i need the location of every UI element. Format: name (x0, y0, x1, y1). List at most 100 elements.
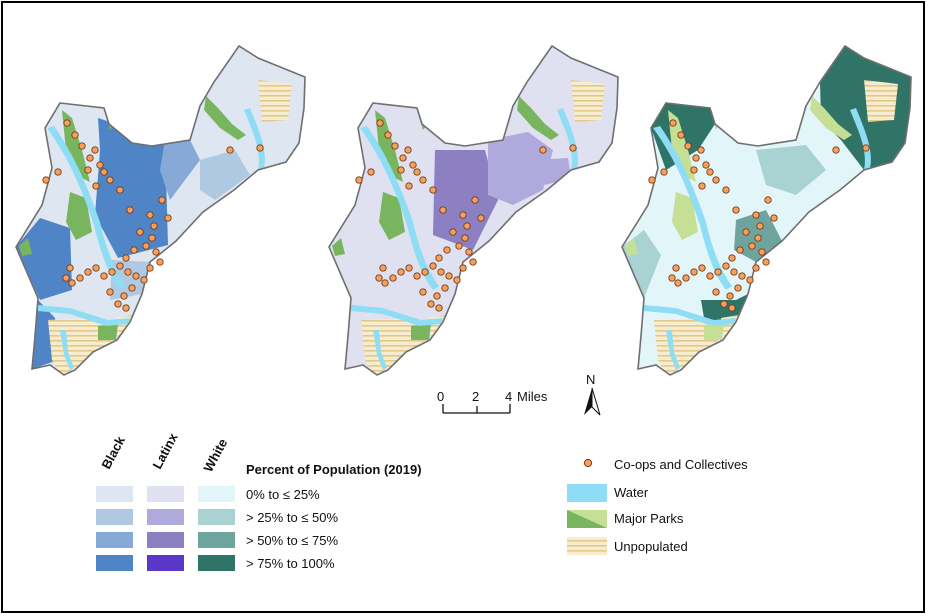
coop-point (742, 228, 750, 236)
coop-point (376, 119, 384, 127)
population-legend: Black Latinx White Percent of Population… (96, 430, 422, 571)
choropleth-area (433, 150, 498, 250)
legend-title: Percent of Population (2019) (246, 462, 422, 477)
north-arrow-icon: N (584, 372, 601, 416)
scale-unit: Miles (517, 389, 548, 404)
coop-point (164, 214, 172, 222)
legend-swatch-2-1 (147, 532, 184, 548)
coop-point (698, 264, 706, 272)
park-swatch-icon (567, 510, 607, 528)
park-area (810, 96, 852, 140)
scale-tick-4: 4 (505, 389, 512, 404)
coop-point (702, 161, 710, 169)
legend-col-latinx: Latinx (149, 430, 181, 472)
map-white-population (621, 45, 912, 376)
coop-point (539, 146, 547, 154)
coop-point (84, 268, 92, 276)
coop-point (712, 176, 720, 184)
coop-point (66, 264, 74, 272)
coop-point (78, 142, 86, 150)
river (47, 126, 126, 290)
coop-point (126, 206, 134, 214)
park-area (411, 324, 431, 340)
legend-swatch-3-0 (96, 555, 133, 571)
coop-point (770, 214, 778, 222)
legend-col-black: Black (98, 433, 128, 471)
coop-point (226, 146, 234, 154)
coop-point (435, 304, 443, 312)
coop-point (669, 119, 677, 127)
legend-class-label: 0% to ≤ 25% (246, 487, 320, 502)
coop-point (461, 234, 469, 242)
scale-tick-0: 0 (437, 389, 444, 404)
coop-point (399, 154, 407, 162)
coop-point (668, 274, 676, 282)
coop-point (429, 262, 437, 270)
coop-point (405, 264, 413, 272)
legend-swatch-1-2 (198, 509, 235, 525)
coop-point (86, 154, 94, 162)
coop-point (728, 304, 736, 312)
river (360, 126, 439, 290)
coop-point (136, 228, 144, 236)
coop-point (367, 168, 375, 176)
coop-point (477, 214, 485, 222)
coop-point (128, 284, 136, 292)
coop-point (148, 234, 156, 242)
coop-point (96, 161, 104, 169)
coop-point (862, 144, 870, 152)
park-area (672, 192, 698, 240)
coop-point (397, 166, 405, 174)
park-area (517, 96, 559, 140)
coop-point (469, 258, 477, 266)
choropleth-area (756, 145, 826, 195)
coop-point (734, 284, 742, 292)
river (351, 305, 443, 326)
river (653, 126, 732, 290)
point-icon (583, 458, 593, 468)
coop-point (433, 292, 441, 300)
coop-point (68, 279, 76, 287)
coop-point (706, 168, 714, 176)
coop-point (152, 248, 160, 256)
park-area (625, 238, 638, 256)
coop-point (146, 211, 154, 219)
coop-point (42, 176, 50, 184)
park-area (704, 324, 724, 340)
choropleth-area (488, 132, 553, 205)
park-area (375, 110, 403, 182)
coop-point (427, 300, 435, 308)
coop-point (413, 168, 421, 176)
park-area (332, 238, 345, 256)
coop-point (471, 196, 479, 204)
coop-point (146, 264, 154, 272)
coop-point (712, 288, 720, 296)
legend-parks-label: Major Parks (614, 511, 684, 526)
coop-point (375, 274, 383, 282)
north-label: N (586, 372, 595, 387)
coop-point (132, 272, 140, 280)
coop-point (762, 258, 770, 266)
coop-point (92, 264, 100, 272)
scale-tick-2: 2 (472, 389, 479, 404)
coop-point (738, 272, 746, 280)
legend-swatch-0-1 (147, 486, 184, 502)
coop-point (63, 119, 71, 127)
river (644, 305, 736, 326)
coop-point (445, 272, 453, 280)
coop-point (698, 182, 706, 190)
coop-point (726, 292, 734, 300)
scale-bar: 0 2 4 Miles (437, 389, 548, 414)
coop-point (756, 222, 764, 230)
legend-coops-label: Co-ops and Collectives (614, 457, 748, 472)
unpopulated-area (571, 80, 605, 122)
coop-point (404, 146, 412, 154)
coop-point (381, 279, 389, 287)
coop-point (421, 268, 429, 276)
coop-point (122, 304, 130, 312)
coop-point (120, 292, 128, 300)
choropleth-area (200, 150, 250, 200)
legend-class-label: > 75% to 100% (246, 556, 335, 571)
unpopulated-area (258, 80, 292, 122)
coop-point (660, 168, 668, 176)
